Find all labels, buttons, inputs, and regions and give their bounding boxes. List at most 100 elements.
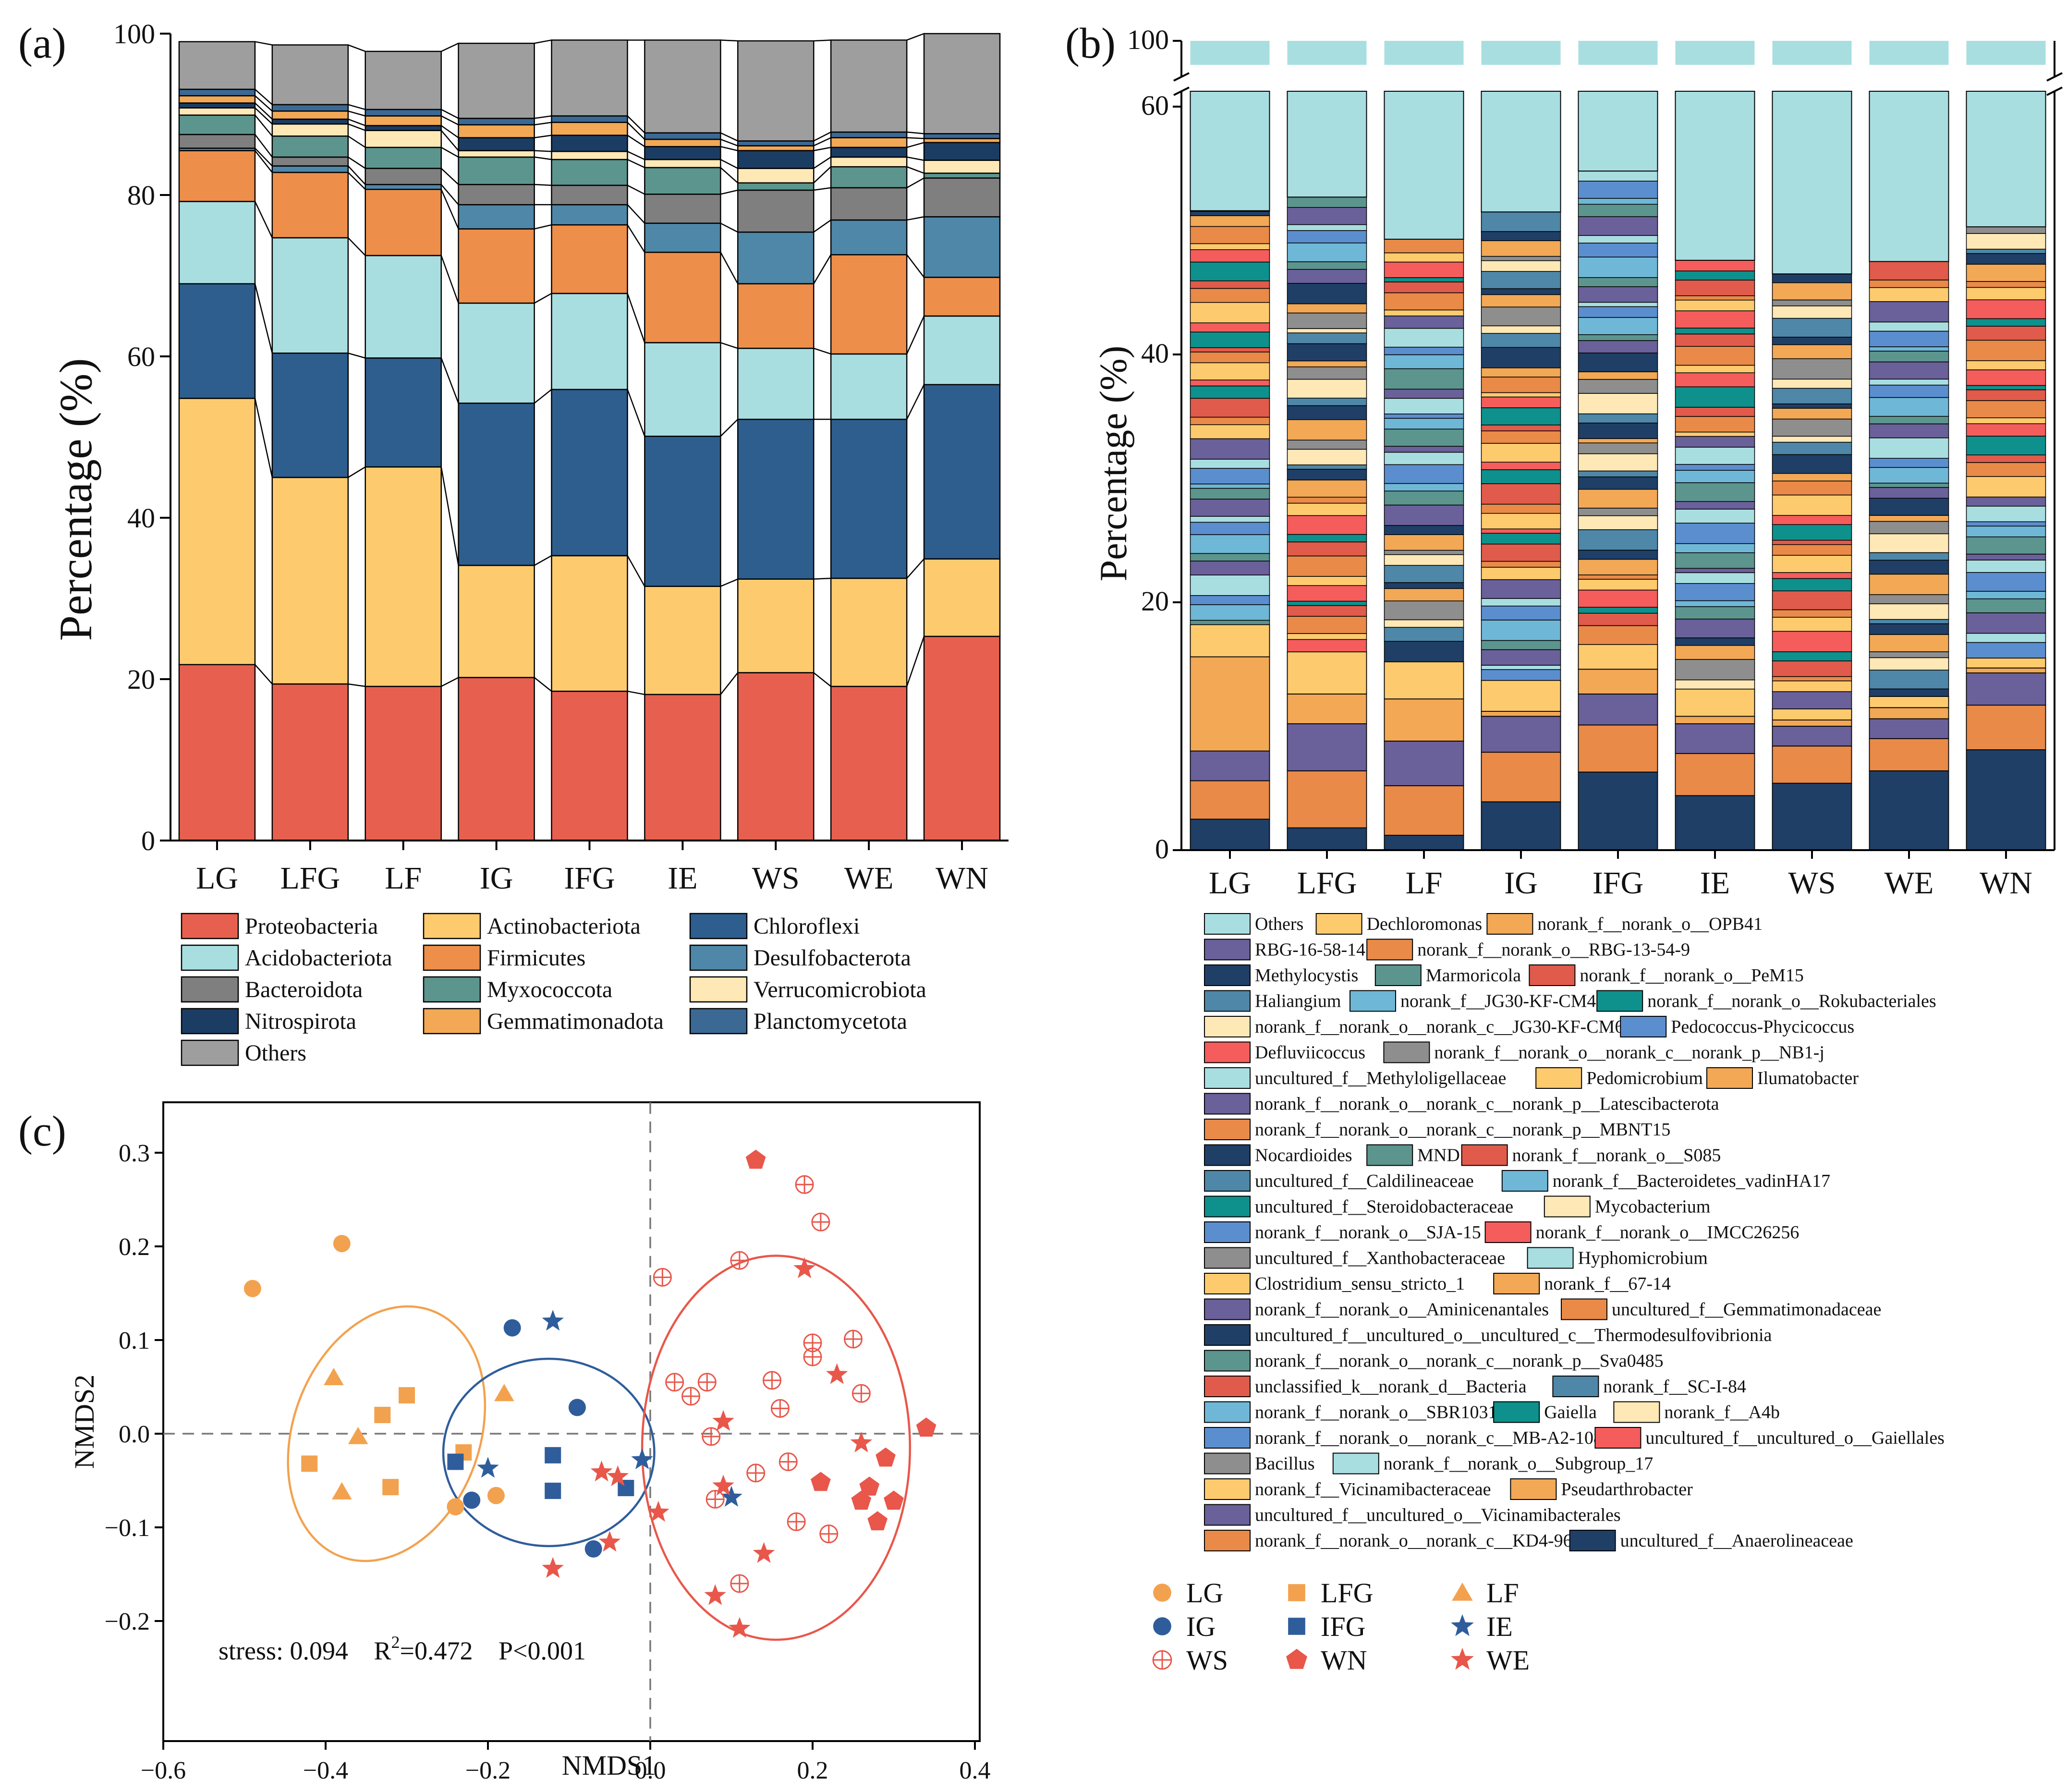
bar-proteobacteria-ie xyxy=(644,694,721,841)
legend-label-norank-f-vicinamibacteraceae: norank_f__Vicinamibacteraceae xyxy=(1255,1479,1491,1499)
connector-line xyxy=(348,118,366,126)
legend-swatch-others xyxy=(181,1039,239,1066)
point-ws xyxy=(795,1175,814,1194)
panel-a-y-axis-title: Percentage (%) xyxy=(50,358,101,641)
bar-minor-genus-ifg xyxy=(1578,515,1658,530)
legend-label-norank-f-jg30-kf-cm45: norank_f__JG30-KF-CM45 xyxy=(1400,991,1605,1012)
connector-line xyxy=(534,293,552,304)
legend-swatch-norank-f-a4b xyxy=(1613,1401,1660,1423)
bar-minor-genus-wn xyxy=(1966,233,2046,250)
bar-minor-genus-lf xyxy=(1384,483,1464,492)
bar-minor-genus-ifg xyxy=(1578,302,1658,307)
point-wn xyxy=(916,1417,936,1437)
bar-minor-genus-we xyxy=(1869,552,1949,561)
bar-minor-genus-ie xyxy=(1675,365,1755,373)
bar-minor-genus-lfg xyxy=(1287,303,1367,314)
bar-myxococcota-lg xyxy=(178,114,256,135)
legend-swatch-norank-f-norank-o-imcc26256 xyxy=(1484,1221,1532,1243)
bar-minor-genus-ie xyxy=(1675,568,1755,573)
legend-label-lg: LG xyxy=(1186,1577,1223,1609)
point-we xyxy=(607,1465,629,1487)
bar-minor-genus-ws xyxy=(1772,358,1852,380)
bar-minor-genus-ifg xyxy=(1578,277,1658,287)
bar-minor-genus-ie xyxy=(1675,333,1755,347)
bar-minor-genus-ifg xyxy=(1578,529,1658,551)
connector-line xyxy=(720,167,739,183)
bar-minor-genus-we xyxy=(1869,515,1949,522)
bar-minor-genus-ws xyxy=(1772,299,1852,306)
bar-minor-genus-ifg xyxy=(1578,549,1658,560)
connector-line xyxy=(534,115,552,119)
point-ws xyxy=(763,1371,781,1390)
connector-line xyxy=(720,146,738,151)
bar-uncultured-f-uncultured-o-vicinamibacterales-lf xyxy=(1384,741,1464,786)
bar-proteobacteria-lf xyxy=(365,685,442,841)
bar-myxococcota-ws xyxy=(737,182,815,191)
bar-minor-genus-ig xyxy=(1481,462,1561,470)
bar-minor-genus-ie xyxy=(1675,619,1755,638)
legend-label-acidobacteriota: Acidobacteriota xyxy=(245,945,392,971)
point-ws xyxy=(730,1574,749,1593)
bar-minor-genus-we xyxy=(1869,623,1949,635)
legend-swatch-uncultured-f-xanthobacteraceae xyxy=(1204,1247,1251,1269)
bar-minor-genus-ifg xyxy=(1578,198,1658,205)
bar-minor-genus-ie xyxy=(1675,416,1755,433)
bar-minor-genus-wn xyxy=(1966,496,2046,507)
bar-firmicutes-ws xyxy=(737,283,815,349)
point-we xyxy=(850,1431,873,1452)
bar-minor-genus-ig xyxy=(1481,271,1561,289)
bar-others-lower-we xyxy=(1869,91,1949,262)
legend-marker-ifg xyxy=(1288,1618,1305,1635)
legend-label-ig: IG xyxy=(1186,1611,1216,1642)
point-lfg xyxy=(382,1479,399,1496)
bar-minor-genus-ig xyxy=(1481,640,1561,650)
legend-label-ilumatobacter: Ilumatobacter xyxy=(1757,1068,1859,1088)
bar-minor-genus-ifg xyxy=(1578,243,1658,257)
bar-minor-genus-ie xyxy=(1675,606,1755,620)
legend-swatch-norank-f-norank-o-rbg-13-54-9 xyxy=(1366,939,1413,961)
legend-label-norank-f-norank-o-opb41: norank_f__norank_o__OPB41 xyxy=(1537,914,1763,934)
bar-acidobacteriota-lfg xyxy=(271,237,349,354)
bar-minor-genus-ws xyxy=(1772,337,1852,345)
legend-label-nitrospirota: Nitrospirota xyxy=(245,1009,356,1034)
bar-minor-genus-ifg xyxy=(1578,371,1658,380)
legend-swatch-uncultured-f-uncultured-o-gaiellales xyxy=(1594,1427,1641,1449)
bar-minor-genus-wn xyxy=(1966,436,2046,455)
bar-minor-genus-ig xyxy=(1481,294,1561,307)
bar-minor-genus-ie xyxy=(1675,372,1755,388)
bar-minor-genus-ie xyxy=(1675,436,1755,448)
bar-minor-genus-lfg xyxy=(1287,497,1367,504)
bar-minor-genus-ig xyxy=(1481,407,1561,426)
bar-pseudarthrobacter-ie xyxy=(1675,716,1755,724)
bar-acidobacteriota-wn xyxy=(923,315,1001,386)
bar-minor-genus-lfg xyxy=(1287,469,1367,481)
point-ig xyxy=(463,1491,481,1509)
bar-desulfobacterota-lf xyxy=(365,183,442,190)
panel-b-y-axis-title: Percentage (%) xyxy=(1093,346,1135,582)
point-ws xyxy=(778,1452,798,1471)
bar-proteobacteria-wn xyxy=(923,635,1001,841)
bar-minor-genus-lg xyxy=(1190,561,1270,575)
bar-firmicutes-lf xyxy=(365,188,442,256)
legend-swatch-chloroflexi xyxy=(689,913,748,939)
bar-minor-genus-lg xyxy=(1190,211,1270,216)
bar-uncultured-f-uncultured-o-vicinamibacterales-ie xyxy=(1675,723,1755,754)
panel-b-bars xyxy=(1190,41,2046,851)
bar-minor-genus-lfg xyxy=(1287,534,1367,543)
bar-pseudarthrobacter-wn xyxy=(1966,667,2046,673)
connector-line xyxy=(348,110,366,117)
legend-label-norank-f-norank-o-norank-c-norank-p-sva0485: norank_f__norank_o__norank_c__norank_p__… xyxy=(1255,1351,1664,1371)
bar-minor-genus-wn xyxy=(1966,506,2046,523)
bar-acidobacteriota-we xyxy=(830,353,908,420)
bar-minor-genus-ifg xyxy=(1578,413,1658,424)
bar-minor-genus-ws xyxy=(1772,515,1852,525)
bar-minor-genus-ie xyxy=(1675,346,1755,366)
legend-label-norank-f-norank-o-norank-c-mb-a2-108: norank_f__norank_o__norank_c__MB-A2-108 xyxy=(1255,1428,1603,1448)
bar-others-lower-lfg xyxy=(1287,91,1367,198)
bar-minor-genus-wn xyxy=(1966,226,2046,234)
bar-minor-genus-ws xyxy=(1772,408,1852,420)
bar-minor-genus-lg xyxy=(1190,522,1270,535)
bar-minor-genus-ifg xyxy=(1578,393,1658,414)
bar-desulfobacterota-ws xyxy=(737,232,815,285)
bar-others-ifg xyxy=(551,39,628,117)
